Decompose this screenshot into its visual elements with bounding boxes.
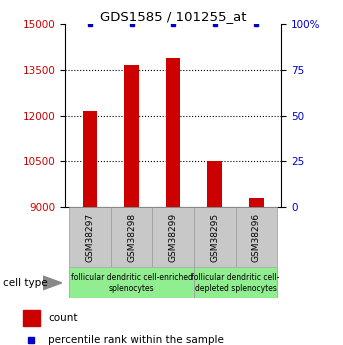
Bar — [166, 58, 180, 207]
Text: GSM38298: GSM38298 — [127, 213, 136, 262]
FancyBboxPatch shape — [69, 267, 194, 298]
Text: follicular dendritic cell-
depleted splenocytes: follicular dendritic cell- depleted sple… — [191, 273, 280, 293]
FancyBboxPatch shape — [236, 207, 277, 267]
Text: GSM38295: GSM38295 — [210, 213, 219, 262]
Title: GDS1585 / 101255_at: GDS1585 / 101255_at — [100, 10, 247, 23]
FancyBboxPatch shape — [111, 207, 152, 267]
Text: GSM38299: GSM38299 — [169, 213, 178, 262]
Polygon shape — [43, 276, 62, 290]
Text: cell type: cell type — [3, 278, 48, 288]
FancyBboxPatch shape — [194, 267, 277, 298]
Text: GSM38296: GSM38296 — [252, 213, 261, 262]
Bar — [125, 65, 139, 207]
Bar — [83, 111, 97, 207]
Text: percentile rank within the sample: percentile rank within the sample — [48, 335, 224, 345]
Text: GSM38297: GSM38297 — [86, 213, 95, 262]
Bar — [249, 198, 264, 207]
FancyBboxPatch shape — [194, 207, 236, 267]
Bar — [23, 310, 40, 326]
Bar — [208, 161, 222, 207]
Text: count: count — [48, 313, 78, 323]
FancyBboxPatch shape — [69, 207, 111, 267]
Text: follicular dendritic cell-enriched
splenocytes: follicular dendritic cell-enriched splen… — [71, 273, 193, 293]
FancyBboxPatch shape — [152, 207, 194, 267]
